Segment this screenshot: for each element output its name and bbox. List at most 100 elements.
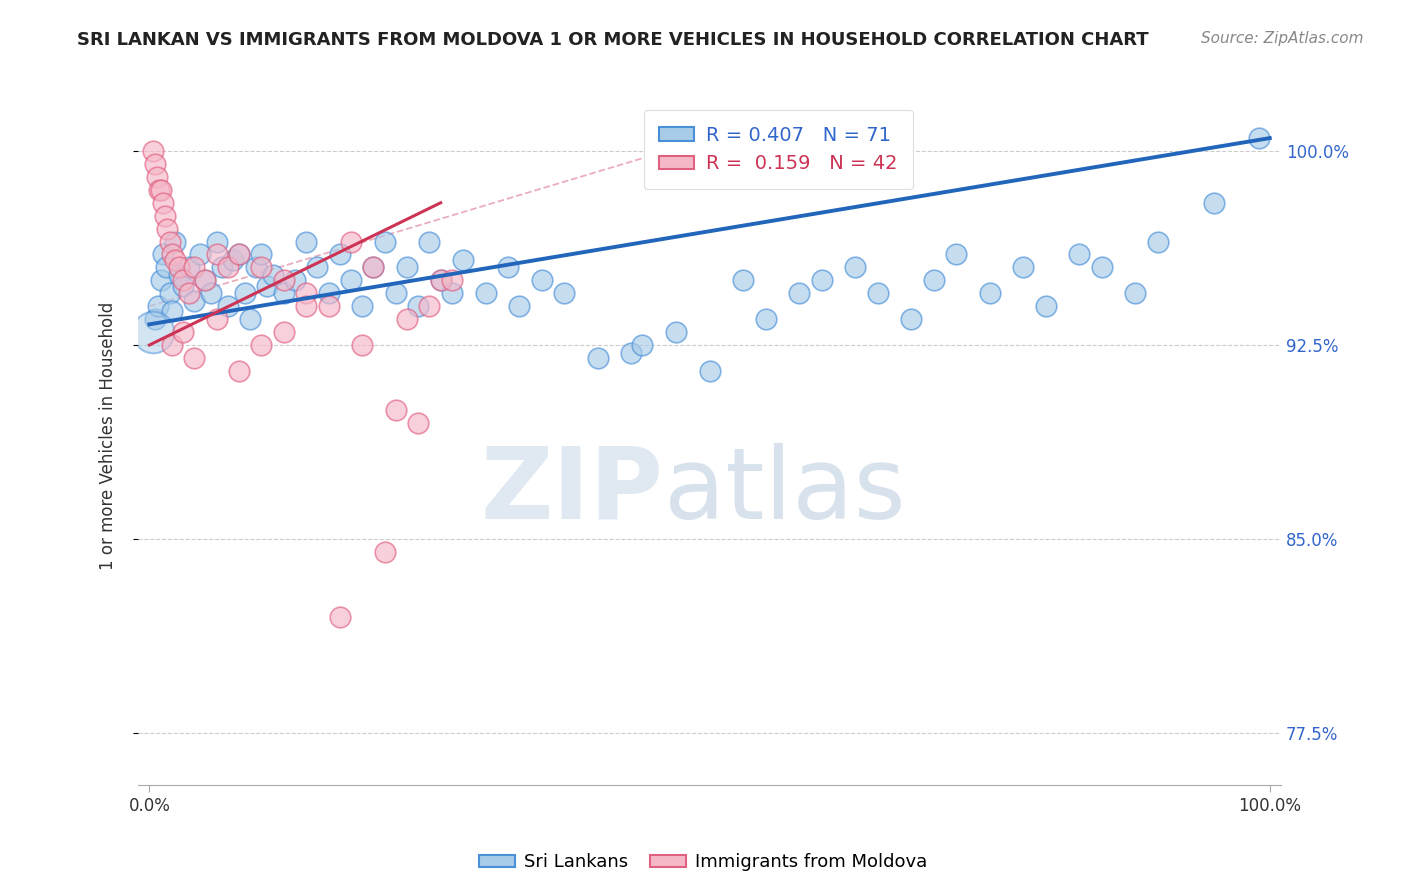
Point	[352, 338, 374, 352]
Point	[172, 278, 194, 293]
Point	[273, 273, 295, 287]
Point	[228, 247, 250, 261]
Point	[239, 312, 262, 326]
Point	[172, 273, 194, 287]
Point	[699, 364, 721, 378]
Point	[152, 247, 174, 261]
Point	[352, 299, 374, 313]
Point	[429, 273, 451, 287]
Point	[159, 235, 181, 249]
Point	[148, 299, 170, 313]
Point	[262, 268, 284, 283]
Point	[160, 338, 183, 352]
Point	[406, 299, 429, 313]
Point	[152, 195, 174, 210]
Point	[979, 286, 1001, 301]
Point	[631, 338, 654, 352]
Point	[183, 260, 205, 275]
Point	[250, 260, 273, 275]
Point	[211, 260, 233, 275]
Point	[167, 268, 190, 283]
Point	[284, 273, 307, 287]
Point	[165, 235, 187, 249]
Text: Source: ZipAtlas.com: Source: ZipAtlas.com	[1201, 31, 1364, 46]
Point	[474, 286, 496, 301]
Y-axis label: 1 or more Vehicles in Household: 1 or more Vehicles in Household	[100, 301, 117, 570]
Point	[508, 299, 530, 313]
Point	[945, 247, 967, 261]
Point	[167, 260, 190, 275]
Point	[245, 260, 267, 275]
Point	[418, 299, 440, 313]
Point	[318, 286, 340, 301]
Point	[149, 273, 172, 287]
Point	[188, 247, 211, 261]
Point	[177, 260, 200, 275]
Point	[177, 286, 200, 301]
Text: atlas: atlas	[664, 443, 905, 540]
Point	[156, 221, 179, 235]
Point	[307, 260, 329, 275]
Point	[385, 286, 408, 301]
Point	[153, 209, 176, 223]
Point	[440, 273, 463, 287]
Point	[363, 260, 385, 275]
Point	[866, 286, 889, 301]
Point	[183, 294, 205, 309]
Point	[205, 312, 228, 326]
Point	[620, 345, 643, 359]
Point	[530, 273, 553, 287]
Point	[1146, 235, 1168, 249]
Point	[194, 273, 217, 287]
Point	[586, 351, 609, 365]
Point	[222, 252, 245, 267]
Point	[1247, 131, 1270, 145]
Point	[228, 364, 250, 378]
Point	[374, 545, 396, 559]
Point	[183, 351, 205, 365]
Point	[451, 252, 474, 267]
Point	[217, 299, 239, 313]
Point	[149, 183, 172, 197]
Point	[329, 609, 352, 624]
Point	[295, 235, 318, 249]
Point	[273, 286, 295, 301]
Point	[329, 247, 352, 261]
Legend: R = 0.407   N = 71, R =  0.159   N = 42: R = 0.407 N = 71, R = 0.159 N = 42	[644, 110, 912, 189]
Point	[340, 273, 363, 287]
Point	[810, 273, 832, 287]
Point	[496, 260, 519, 275]
Point	[160, 304, 183, 318]
Point	[273, 325, 295, 339]
Point	[159, 286, 181, 301]
Text: SRI LANKAN VS IMMIGRANTS FROM MOLDOVA 1 OR MORE VEHICLES IN HOUSEHOLD CORRELATIO: SRI LANKAN VS IMMIGRANTS FROM MOLDOVA 1 …	[77, 31, 1149, 49]
Point	[194, 273, 217, 287]
Point	[143, 157, 166, 171]
Point	[396, 312, 419, 326]
Point	[900, 312, 922, 326]
Point	[665, 325, 688, 339]
Point	[200, 286, 222, 301]
Point	[733, 273, 755, 287]
Point	[155, 260, 177, 275]
Point	[1069, 247, 1091, 261]
Point	[217, 260, 239, 275]
Point	[146, 169, 169, 184]
Point	[142, 144, 165, 158]
Point	[363, 260, 385, 275]
Point	[205, 235, 228, 249]
Point	[1202, 195, 1225, 210]
Point	[142, 325, 165, 339]
Point	[396, 260, 419, 275]
Point	[228, 247, 250, 261]
Point	[205, 247, 228, 261]
Point	[295, 286, 318, 301]
Point	[233, 286, 256, 301]
Point	[440, 286, 463, 301]
Point	[755, 312, 778, 326]
Point	[250, 247, 273, 261]
Point	[295, 299, 318, 313]
Point	[143, 312, 166, 326]
Point	[922, 273, 945, 287]
Point	[374, 235, 396, 249]
